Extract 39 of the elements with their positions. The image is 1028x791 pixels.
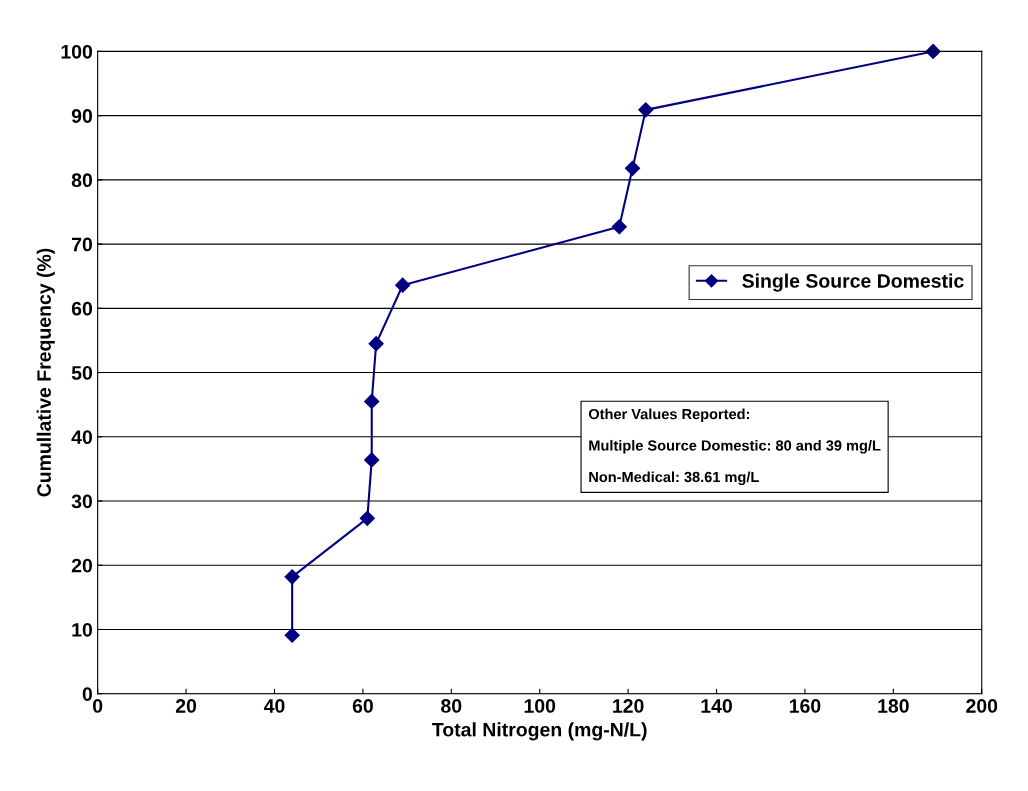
- point: [284, 627, 300, 643]
- x-tick-label: 180: [878, 699, 909, 713]
- y-tick-label: 40: [71, 430, 92, 445]
- point: [364, 452, 380, 468]
- point: [368, 336, 384, 352]
- x-tick-label: 0: [93, 699, 103, 713]
- x-axis-title: Total Nitrogen (mg-N/L): [432, 722, 647, 741]
- point: [925, 43, 941, 59]
- y-axis-title: Cumullative Frequency (%): [36, 248, 55, 497]
- y-tick-label: 90: [71, 109, 92, 123]
- x-tick-label: 60: [352, 699, 373, 713]
- point: [395, 277, 411, 293]
- y-tick-label: 60: [71, 301, 92, 316]
- y-tick-label: 20: [71, 558, 92, 573]
- point: [624, 160, 641, 176]
- x-tick-label: 200: [966, 699, 998, 713]
- x-tick-label: 160: [789, 699, 821, 713]
- x-tick-label: 120: [613, 699, 644, 713]
- y-tick-label: 100: [61, 44, 93, 59]
- y-tick-label: 30: [71, 494, 92, 509]
- x-tick-label: 20: [175, 699, 197, 713]
- legend-label: Single Source Domestic: [742, 273, 964, 292]
- annotation: Non-Medical: 38.61 mg/L: [589, 471, 759, 486]
- x-tick-label: 40: [263, 699, 285, 713]
- y-tick-label: 10: [72, 622, 92, 637]
- y-tick-label: 50: [71, 366, 92, 380]
- point: [611, 219, 627, 235]
- x-tick-label: 100: [524, 699, 556, 713]
- y-tick-label: 0: [82, 687, 92, 701]
- point: [284, 569, 300, 585]
- y-tick-label: 80: [71, 173, 92, 188]
- point: [359, 510, 375, 526]
- point: [364, 393, 380, 410]
- point: [638, 102, 654, 118]
- y-tick-label: 70: [72, 237, 92, 252]
- x-tick-label: 80: [441, 699, 462, 713]
- annotation: Other Values Reported:: [588, 408, 749, 423]
- annotation: Multiple Source Domestic: 80 and 39 mg/L: [589, 439, 881, 454]
- x-tick-label: 140: [701, 699, 732, 713]
